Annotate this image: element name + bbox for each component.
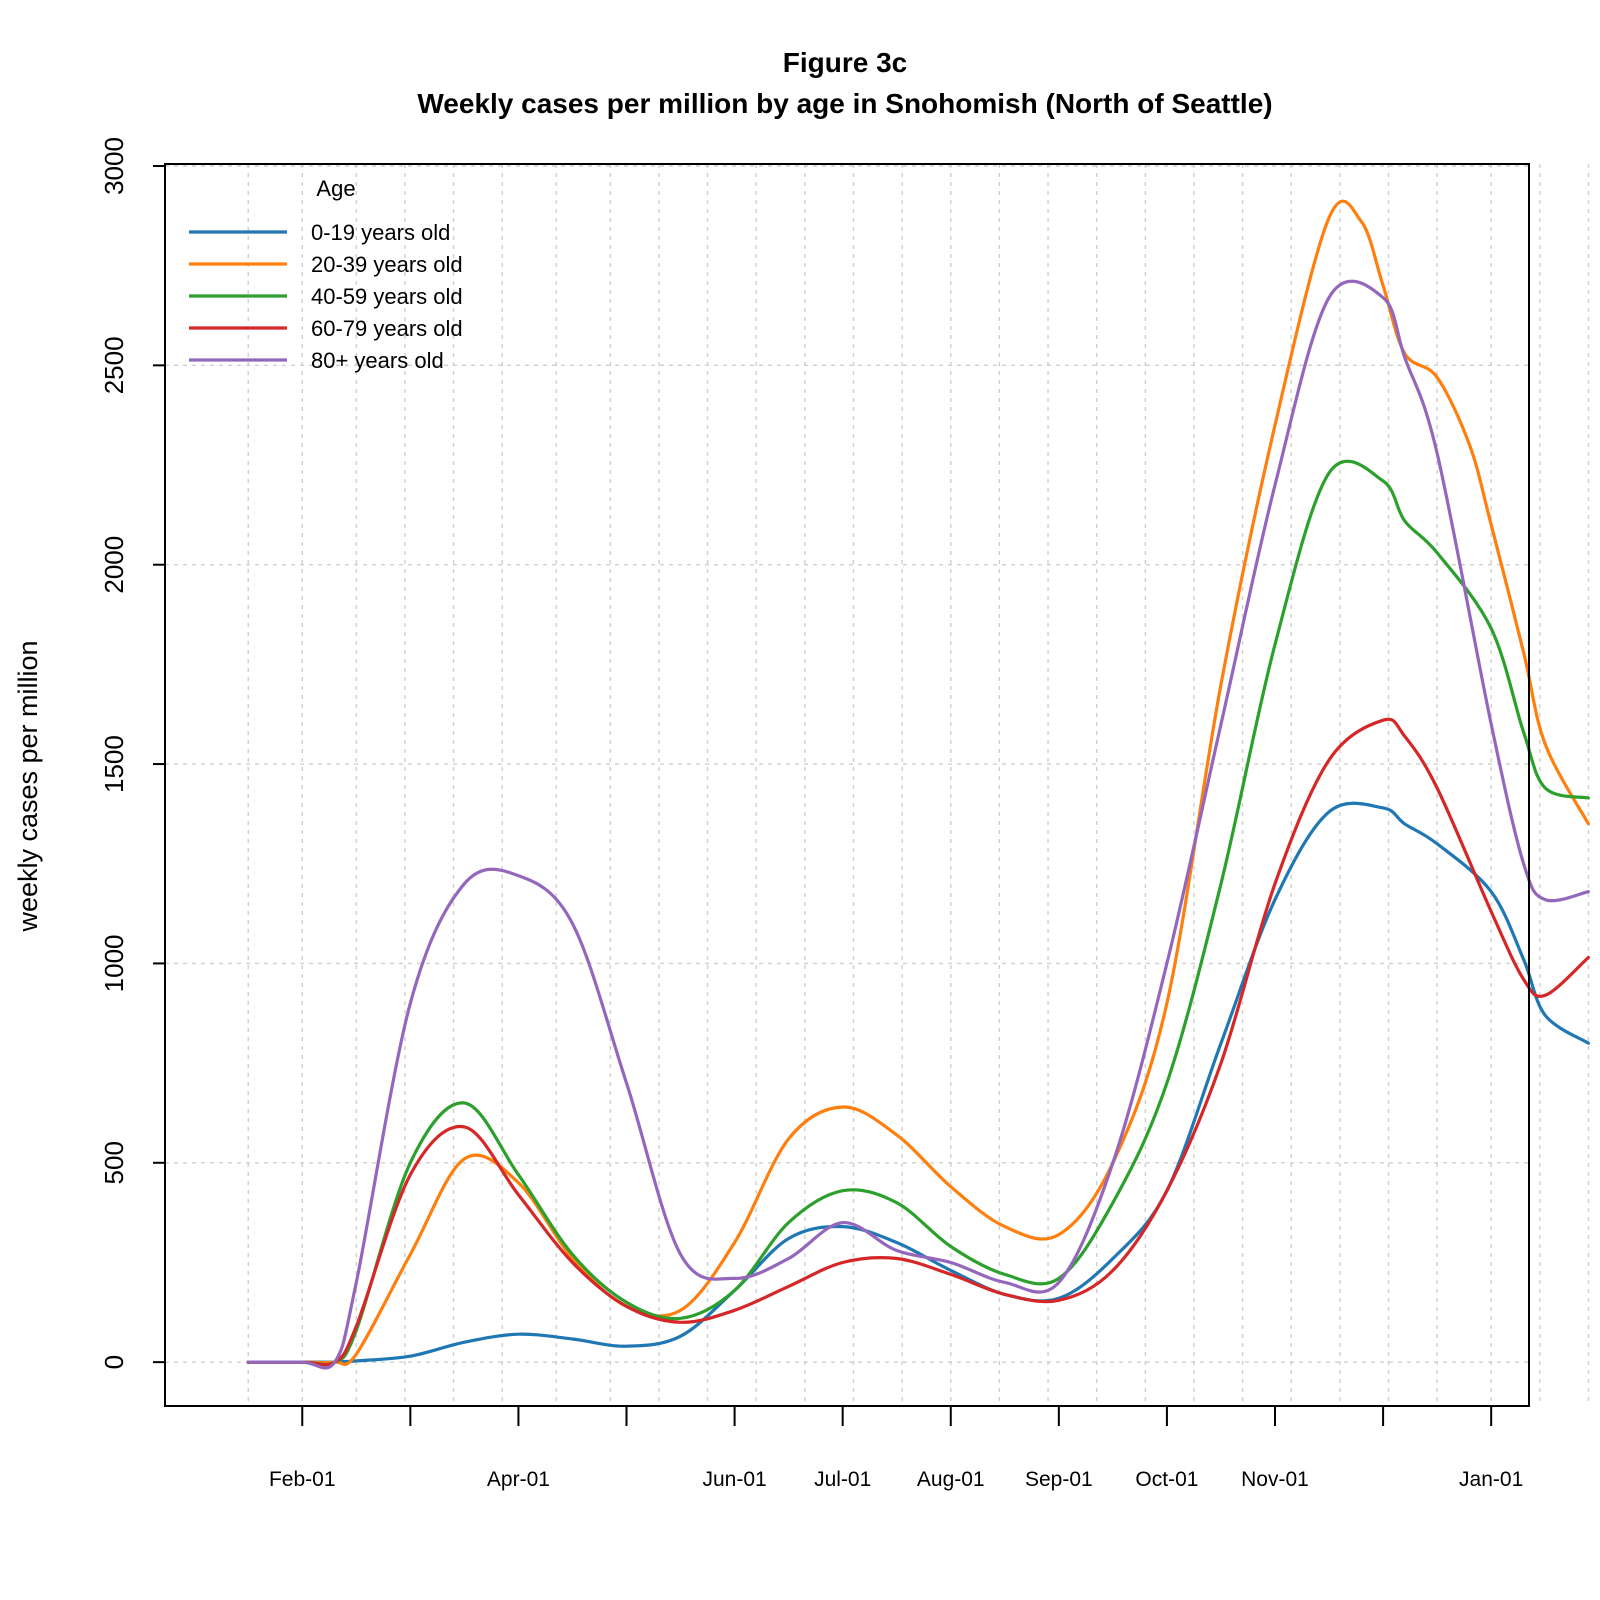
x-tick-label: Jan-01	[1459, 1468, 1523, 1491]
y-tick-label: 2500	[99, 336, 129, 394]
y-tick-label: 0	[99, 1355, 129, 1369]
x-tick-label: Feb-01	[269, 1468, 336, 1491]
series-line-3	[246, 459, 1590, 1367]
x-tick-label: Jul-01	[814, 1468, 871, 1491]
series-line-1	[246, 801, 1590, 1364]
legend-label: 20-39 years old	[311, 252, 463, 277]
x-tick-label: Apr-01	[487, 1468, 550, 1491]
series-line-4	[246, 717, 1590, 1367]
legend-title: Age	[316, 176, 355, 201]
x-tick-label: Jun-01	[702, 1468, 766, 1491]
plot-frame	[164, 163, 1530, 1407]
legend-label: 80+ years old	[311, 348, 444, 373]
y-tick-label: 3000	[99, 137, 129, 195]
x-tick-label: Nov-01	[1241, 1468, 1309, 1491]
series-line-5	[246, 279, 1590, 1370]
legend: Age 0-19 years old 20-39 years old 40-59 y…	[189, 176, 463, 373]
x-tick-label: Sep-01	[1025, 1468, 1093, 1491]
y-tick-label: 1500	[99, 735, 129, 793]
legend-label: 60-79 years old	[311, 316, 463, 341]
chart-subtitle: Weekly cases per million by age in Snoho…	[417, 88, 1272, 119]
legend-label: 40-59 years old	[311, 284, 463, 309]
x-tick-label: Oct-01	[1135, 1468, 1198, 1491]
legend-label: 0-19 years old	[311, 220, 450, 245]
y-axis-label: weekly cases per million	[13, 640, 43, 932]
series-line-2	[246, 199, 1590, 1366]
y-tick-label: 500	[99, 1141, 129, 1184]
y-tick-label: 1000	[99, 935, 129, 993]
y-tick-label: 2000	[99, 536, 129, 594]
x-tick-label: Aug-01	[917, 1468, 985, 1491]
data-series	[246, 199, 1590, 1370]
chart-title: Figure 3c	[783, 47, 907, 78]
axes: 0 500 1000 1500 2000 2500 3000 Feb-01 Apr-01 Jun-…	[99, 137, 1523, 1491]
